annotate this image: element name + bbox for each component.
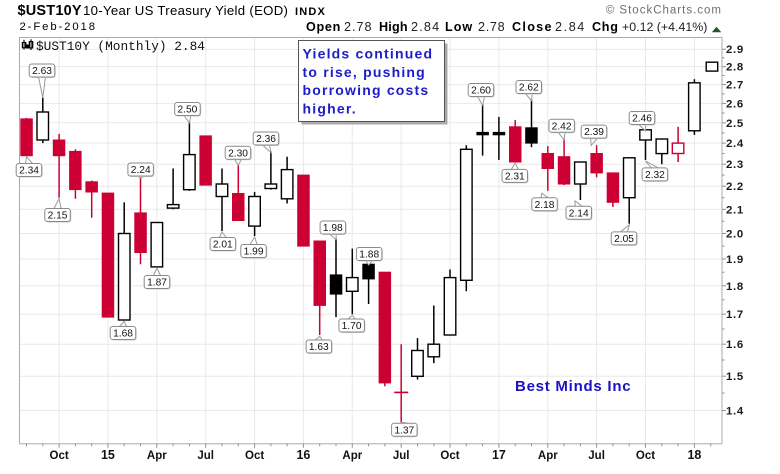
svg-text:2.7: 2.7 [726, 80, 744, 92]
svg-text:1.98: 1.98 [323, 223, 343, 234]
svg-text:2.3: 2.3 [726, 159, 744, 171]
svg-text:© StockCharts.com: © StockCharts.com [606, 5, 722, 17]
svg-text:2.84: 2.84 [411, 20, 440, 34]
svg-text:1.6: 1.6 [726, 339, 744, 351]
svg-text:15: 15 [101, 448, 115, 462]
svg-text:2.50: 2.50 [177, 105, 197, 116]
svg-text:Yields continued: Yields continued [303, 46, 434, 62]
svg-text:1.99: 1.99 [244, 247, 264, 258]
svg-text:2.63: 2.63 [32, 66, 52, 77]
svg-text:2.42: 2.42 [552, 121, 572, 132]
svg-text:2.15: 2.15 [48, 211, 68, 222]
svg-text:Best Minds Inc: Best Minds Inc [515, 378, 631, 395]
svg-text:Jul: Jul [393, 450, 410, 462]
svg-text:16: 16 [296, 448, 310, 462]
svg-text:1.68: 1.68 [113, 329, 133, 340]
svg-text:2.18: 2.18 [535, 200, 555, 211]
svg-text:Low: Low [445, 20, 473, 34]
svg-text:2.62: 2.62 [519, 83, 539, 94]
svg-text:1.8: 1.8 [726, 281, 744, 293]
svg-text:2.24: 2.24 [131, 165, 151, 176]
svg-text:17: 17 [492, 448, 506, 462]
svg-text:$UST10Y: $UST10Y [18, 3, 82, 19]
svg-text:1.9: 1.9 [726, 254, 744, 266]
svg-text:+0.12 (+4.41%): +0.12 (+4.41%) [622, 20, 707, 34]
svg-text:1.7: 1.7 [726, 309, 744, 321]
svg-text:Oct: Oct [636, 450, 655, 462]
svg-text:10-Year US Treasury Yield (EOD: 10-Year US Treasury Yield (EOD) [83, 3, 288, 18]
svg-text:2.01: 2.01 [213, 240, 233, 251]
svg-text:Jul: Jul [197, 450, 214, 462]
svg-text:2.31: 2.31 [505, 172, 525, 183]
svg-text:2.78: 2.78 [478, 20, 505, 34]
svg-text:$UST10Y (Monthly) 2.84: $UST10Y (Monthly) 2.84 [36, 39, 205, 54]
svg-text:2.8: 2.8 [726, 62, 744, 74]
svg-text:Oct: Oct [245, 450, 264, 462]
svg-text:1.87: 1.87 [147, 278, 167, 289]
svg-text:1.4: 1.4 [726, 406, 744, 418]
svg-text:Chg: Chg [592, 20, 619, 34]
svg-text:2.0: 2.0 [726, 229, 744, 241]
svg-text:1.63: 1.63 [309, 342, 329, 353]
svg-text:2.36: 2.36 [256, 134, 276, 145]
svg-text:Oct: Oct [440, 450, 459, 462]
svg-text:Open: Open [306, 20, 341, 34]
svg-text:Close: Close [512, 20, 553, 34]
svg-text:higher.: higher. [303, 100, 357, 116]
svg-text:2.84: 2.84 [555, 20, 586, 34]
svg-text:Apr: Apr [538, 450, 558, 462]
svg-text:Jul: Jul [588, 450, 605, 462]
svg-text:2.34: 2.34 [19, 166, 39, 177]
svg-text:2.2: 2.2 [726, 181, 744, 193]
svg-text:INDX: INDX [295, 6, 326, 18]
svg-text:2.32: 2.32 [645, 170, 665, 181]
svg-text:2.5: 2.5 [726, 118, 744, 130]
svg-text:2-Feb-2018: 2-Feb-2018 [20, 21, 97, 33]
svg-text:1.88: 1.88 [359, 250, 379, 261]
svg-text:18: 18 [687, 448, 701, 462]
svg-text:2.39: 2.39 [584, 127, 604, 138]
svg-text:High: High [379, 20, 408, 34]
svg-text:2.78: 2.78 [344, 20, 373, 34]
svg-text:2.14: 2.14 [569, 208, 589, 219]
svg-text:2.4: 2.4 [726, 138, 744, 150]
svg-text:2.05: 2.05 [614, 234, 634, 245]
svg-text:2.30: 2.30 [228, 148, 248, 159]
svg-text:2.1: 2.1 [726, 204, 744, 216]
svg-text:2.46: 2.46 [632, 114, 652, 125]
svg-text:2.9: 2.9 [726, 44, 744, 56]
svg-text:Apr: Apr [147, 450, 167, 462]
svg-text:1.70: 1.70 [342, 321, 362, 332]
svg-text:Oct: Oct [50, 450, 69, 462]
svg-text:Apr: Apr [342, 450, 362, 462]
svg-text:1.37: 1.37 [394, 425, 414, 436]
svg-text:to rise, pushing: to rise, pushing [303, 64, 426, 80]
svg-text:borrowing costs: borrowing costs [303, 82, 430, 98]
svg-text:2.6: 2.6 [726, 98, 744, 110]
svg-text:1.5: 1.5 [726, 371, 744, 383]
svg-text:2.60: 2.60 [471, 86, 491, 97]
